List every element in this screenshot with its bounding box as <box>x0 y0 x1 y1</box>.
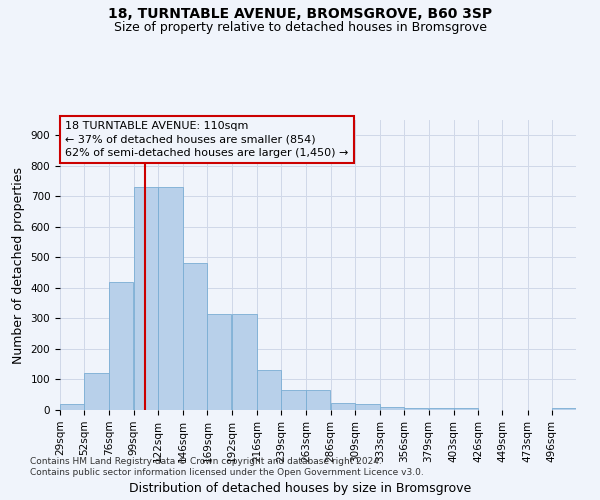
Bar <box>454 408 478 410</box>
Text: 18, TURNTABLE AVENUE, BROMSGROVE, B60 3SP: 18, TURNTABLE AVENUE, BROMSGROVE, B60 3S… <box>108 8 492 22</box>
Bar <box>428 408 454 410</box>
Bar <box>380 407 404 410</box>
Bar <box>60 404 84 410</box>
Bar <box>281 390 306 410</box>
Text: Distribution of detached houses by size in Bromsgrove: Distribution of detached houses by size … <box>129 482 471 495</box>
Bar <box>307 390 331 410</box>
Bar <box>208 314 232 410</box>
Bar <box>109 282 133 410</box>
Y-axis label: Number of detached properties: Number of detached properties <box>12 166 25 364</box>
Bar <box>134 187 158 410</box>
Bar <box>183 264 207 410</box>
Bar <box>404 408 428 410</box>
Bar <box>232 314 257 410</box>
Bar <box>158 187 183 410</box>
Bar <box>331 404 355 410</box>
Bar <box>84 374 109 410</box>
Bar <box>355 404 380 410</box>
Text: Contains HM Land Registry data © Crown copyright and database right 2024.
Contai: Contains HM Land Registry data © Crown c… <box>30 458 424 477</box>
Bar <box>552 408 576 410</box>
Bar <box>257 370 281 410</box>
Text: 18 TURNTABLE AVENUE: 110sqm
← 37% of detached houses are smaller (854)
62% of se: 18 TURNTABLE AVENUE: 110sqm ← 37% of det… <box>65 122 349 158</box>
Text: Size of property relative to detached houses in Bromsgrove: Size of property relative to detached ho… <box>113 21 487 34</box>
